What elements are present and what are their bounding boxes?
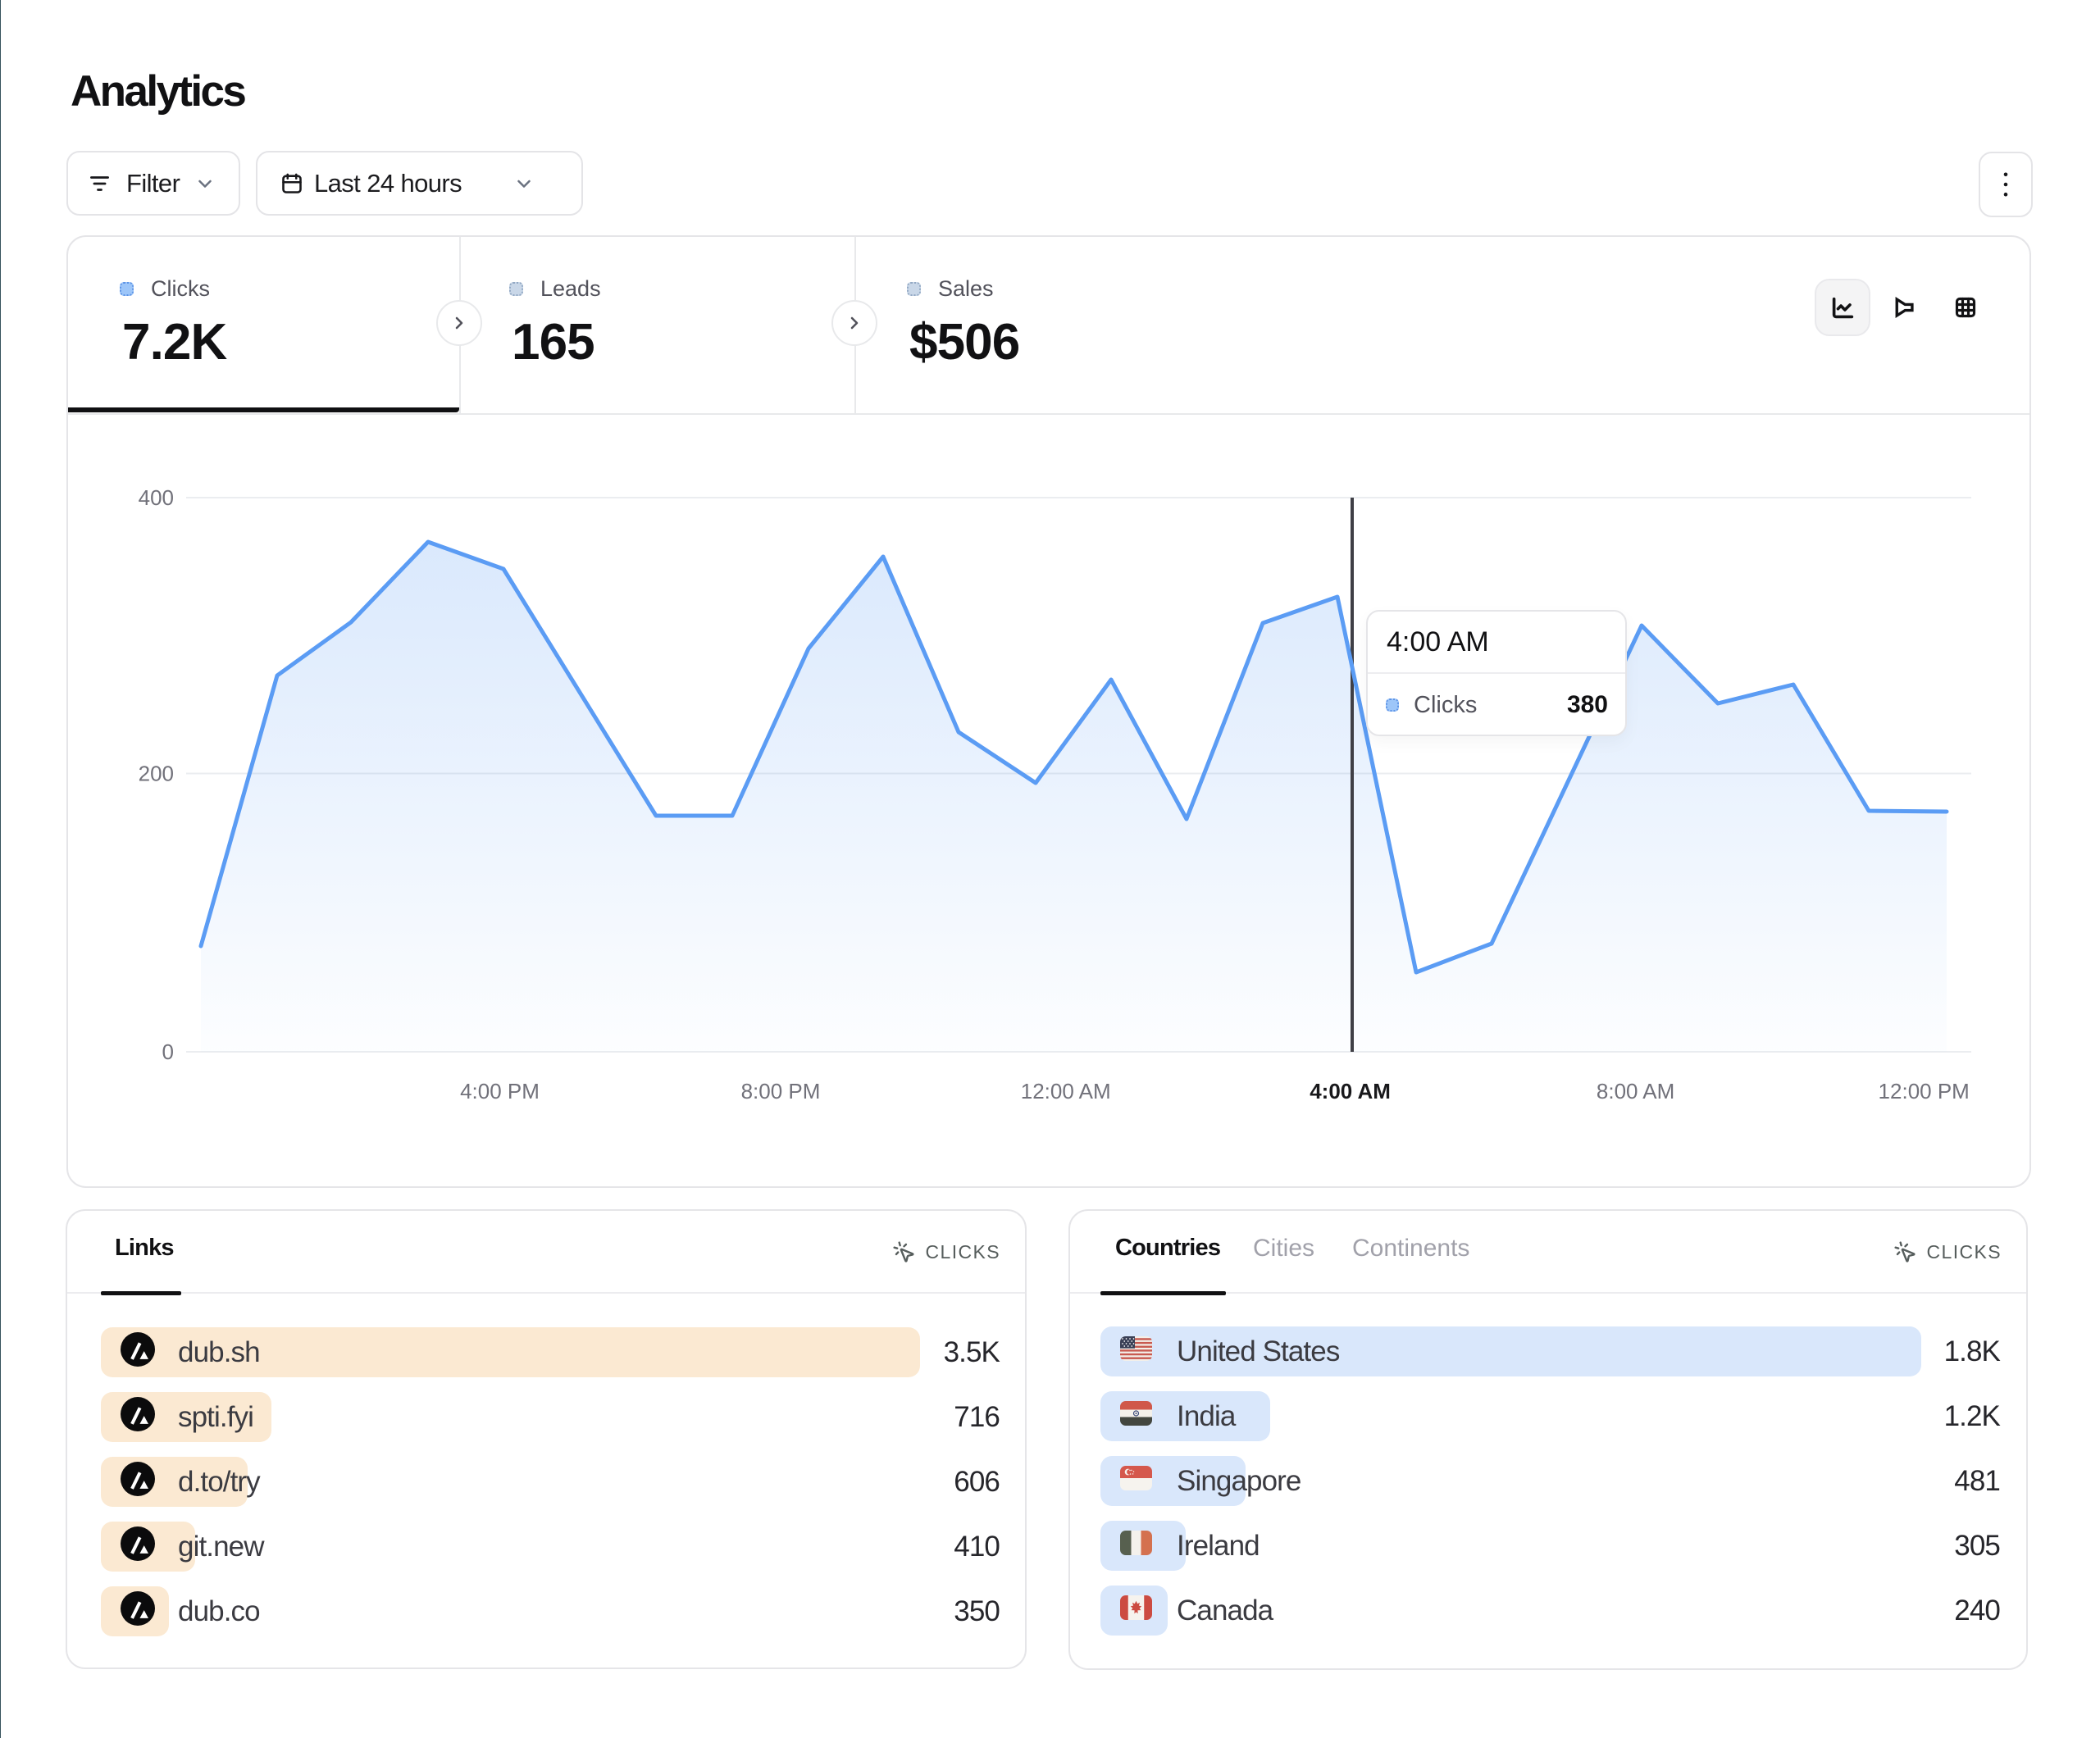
svg-text:0: 0 — [162, 1040, 174, 1064]
svg-text:200: 200 — [139, 762, 174, 786]
svg-text:12:00 PM: 12:00 PM — [1879, 1079, 1970, 1103]
svg-text:4:00 PM: 4:00 PM — [460, 1079, 540, 1103]
svg-text:12:00 AM: 12:00 AM — [1021, 1079, 1111, 1103]
svg-text:4:00 AM: 4:00 AM — [1310, 1079, 1391, 1103]
svg-text:8:00 AM: 8:00 AM — [1597, 1079, 1674, 1103]
svg-text:400: 400 — [139, 485, 174, 510]
svg-text:8:00 PM: 8:00 PM — [741, 1079, 821, 1103]
